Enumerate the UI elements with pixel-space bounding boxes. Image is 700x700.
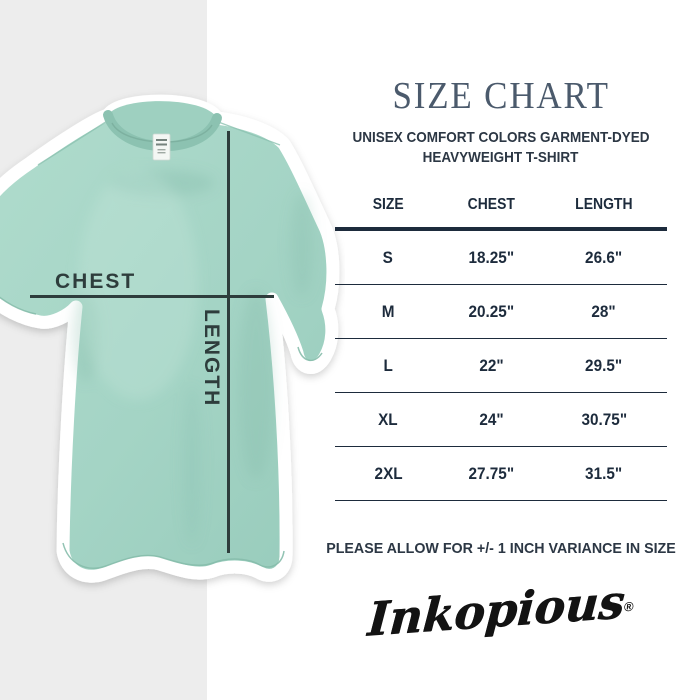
chest-value: 18.25" [468,247,514,267]
size-value: S [383,247,394,267]
col-header-size: SIZE [372,196,404,214]
fabric-shading [72,170,314,545]
table-row-s: S 18.25" 26.6" [335,231,667,286]
col-header-chest: CHEST [467,196,515,214]
table-row-m: M 20.25" 28" [335,285,667,340]
size-value: M [381,301,395,321]
size-table-header: SIZE CHEST LENGTH [335,183,667,232]
size-value: 2XL [374,463,403,483]
chest-value: 20.25" [468,301,514,321]
brand-logo: Inkopious® [311,570,692,651]
length-value: 26.6" [585,247,623,267]
table-row-2xl: 2XL 27.75" 31.5" [335,447,667,502]
length-measure-line [227,131,230,553]
length-value: 30.75" [581,409,627,429]
subtitle-line-2: HEAVYWEIGHT T-SHIRT [423,148,579,166]
page-title: SIZE CHART [312,75,690,119]
length-value: 28" [591,301,617,321]
chest-measure-line [30,295,274,298]
length-value: 29.5" [585,355,623,375]
size-table: SIZE CHEST LENGTH S 18.25" 26.6" M 20.25… [335,183,667,502]
chest-value: 22" [478,355,504,375]
length-measure-label: LENGTH [200,309,223,408]
length-value: 31.5" [585,463,623,483]
tshirt-photo [0,94,340,583]
subtitle-line-1: UNISEX COMFORT COLORS GARMENT-DYED [352,128,650,146]
registered-trademark-icon: ® [623,598,635,615]
chest-measure-label: CHEST [55,270,137,293]
stitch-lines [0,296,323,569]
table-row-xl: XL 24" 30.75" [335,393,667,448]
size-chart-panel: SIZE CHART UNISEX COMFORT COLORS GARMENT… [312,75,690,647]
product-subtitle: UNISEX COMFORT COLORS GARMENT-DYED HEAVY… [312,128,690,169]
variance-note: PLEASE ALLOW FOR +/- 1 INCH VARIANCE IN … [326,540,676,558]
chest-value: 24" [478,409,504,429]
size-value: XL [378,409,398,429]
brand-name: Inkopious [366,574,627,647]
collar-tag [152,133,171,161]
table-row-l: L 22" 29.5" [335,339,667,394]
page-title-text: SIZE CHART [392,75,610,117]
chest-value: 27.75" [468,463,514,483]
size-value: L [383,355,393,375]
col-header-length: LENGTH [575,196,633,214]
